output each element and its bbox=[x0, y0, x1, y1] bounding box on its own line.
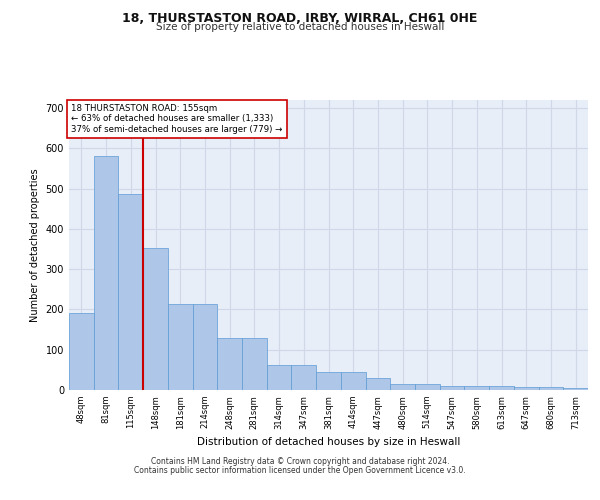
Bar bbox=[69, 312, 94, 390]
Text: 18, THURSTASTON ROAD, IRBY, WIRRAL, CH61 0HE: 18, THURSTASTON ROAD, IRBY, WIRRAL, CH61… bbox=[122, 12, 478, 26]
Bar bbox=[341, 372, 365, 390]
Bar bbox=[464, 386, 489, 390]
Bar bbox=[242, 338, 267, 390]
Text: Contains HM Land Registry data © Crown copyright and database right 2024.: Contains HM Land Registry data © Crown c… bbox=[151, 458, 449, 466]
Bar bbox=[489, 386, 514, 390]
Bar bbox=[390, 384, 415, 390]
Bar bbox=[292, 364, 316, 390]
Bar bbox=[440, 386, 464, 390]
Bar bbox=[118, 194, 143, 390]
Text: Size of property relative to detached houses in Heswall: Size of property relative to detached ho… bbox=[156, 22, 444, 32]
Bar bbox=[193, 304, 217, 390]
Bar bbox=[365, 378, 390, 390]
X-axis label: Distribution of detached houses by size in Heswall: Distribution of detached houses by size … bbox=[197, 437, 460, 447]
Bar bbox=[316, 372, 341, 390]
Y-axis label: Number of detached properties: Number of detached properties bbox=[30, 168, 40, 322]
Bar bbox=[168, 304, 193, 390]
Bar bbox=[539, 387, 563, 390]
Bar bbox=[267, 364, 292, 390]
Bar bbox=[415, 384, 440, 390]
Bar bbox=[514, 387, 539, 390]
Bar bbox=[143, 248, 168, 390]
Text: 18 THURSTASTON ROAD: 155sqm
← 63% of detached houses are smaller (1,333)
37% of : 18 THURSTASTON ROAD: 155sqm ← 63% of det… bbox=[71, 104, 283, 134]
Bar bbox=[94, 156, 118, 390]
Bar bbox=[217, 338, 242, 390]
Bar bbox=[563, 388, 588, 390]
Text: Contains public sector information licensed under the Open Government Licence v3: Contains public sector information licen… bbox=[134, 466, 466, 475]
